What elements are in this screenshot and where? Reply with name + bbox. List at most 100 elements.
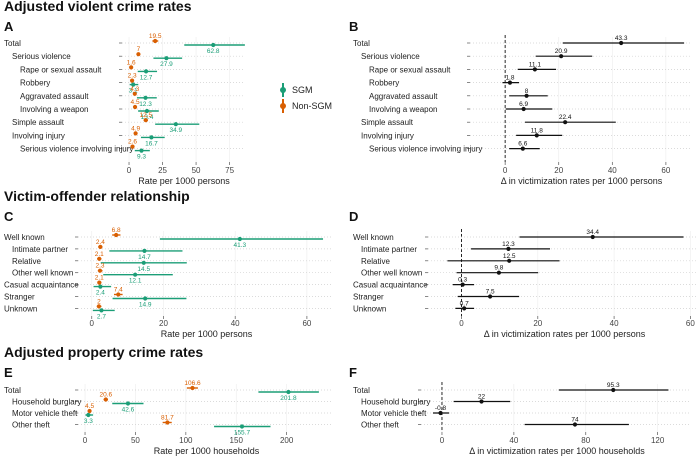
panel-letter: A (4, 19, 14, 34)
point (619, 40, 624, 46)
point (173, 122, 178, 127)
row-label: Intimate partner (361, 245, 417, 254)
row-label: Total (4, 386, 21, 395)
value-label: 74 (571, 417, 579, 424)
point (563, 120, 568, 125)
row-label: Aggravated assault (20, 92, 89, 101)
value-label: 12.5 (503, 253, 516, 260)
row-label: Motor vehicle theft (12, 409, 78, 418)
value-label: 22 (478, 394, 486, 401)
value-label: 1.6 (127, 59, 136, 66)
value-label: 2 (97, 298, 101, 305)
row-label: Stranger (4, 293, 35, 302)
row-label: Involving a weapon (369, 105, 438, 114)
x-tick-label: 50 (192, 166, 201, 175)
x-tick-label: 40 (231, 319, 240, 328)
point (143, 95, 148, 100)
row-label: Total (353, 386, 370, 395)
row-label: Total (4, 39, 21, 48)
point (153, 38, 158, 44)
row-label: Involving injury (361, 131, 414, 140)
point (524, 93, 529, 98)
row-label: Household burglary (361, 398, 430, 407)
value-label: 2.4 (96, 290, 105, 297)
point (165, 420, 170, 425)
value-label: 201.8 (280, 395, 297, 402)
x-tick-label: 0 (83, 436, 88, 445)
row-label: Robbery (20, 79, 50, 88)
point (141, 260, 146, 265)
row-label: Involving a weapon (20, 105, 89, 114)
legend-nonsgm-label: Non-SGM (292, 101, 332, 111)
value-label: 9.8 (494, 265, 503, 272)
point (143, 118, 148, 123)
point (97, 268, 103, 273)
point (190, 385, 195, 391)
point (572, 422, 578, 427)
x-axis-title: Rate per 1000 persons (138, 176, 230, 186)
value-label: 9.3 (137, 154, 146, 161)
row-label: Serious violence (12, 52, 71, 61)
point (237, 236, 242, 242)
value-label: 2.3 (95, 263, 104, 270)
value-label: 12.5 (139, 112, 152, 119)
point (114, 232, 119, 238)
point (103, 397, 108, 402)
row-label: Serious violence involving injury (369, 145, 482, 154)
value-label: 22.4 (559, 114, 572, 121)
x-axis-title: Δ in victimization rates per 1000 househ… (469, 446, 645, 456)
point (239, 424, 245, 429)
value-label: 19.5 (149, 33, 162, 40)
x-tick-label: 0 (90, 319, 95, 328)
value-label: 14.9 (139, 302, 152, 309)
point (534, 133, 539, 138)
x-tick-label: 100 (179, 436, 193, 445)
value-label: 14.5 (137, 266, 150, 273)
point (98, 244, 103, 249)
value-label: 62.8 (207, 48, 220, 55)
value-label: 41.3 (234, 242, 247, 249)
value-label: 4.5 (131, 99, 140, 106)
x-axis-title: Δ in victimization rates per 1000 person… (484, 329, 646, 339)
value-label: 2.1 (95, 275, 104, 282)
x-tick-label: 0 (127, 166, 132, 175)
value-label: 2.7 (97, 313, 106, 320)
value-label: 12.3 (139, 101, 152, 108)
value-label: 20.9 (555, 48, 568, 55)
point (479, 399, 484, 404)
x-tick-label: 0 (459, 319, 464, 328)
point (132, 104, 138, 110)
value-label: 16.7 (145, 140, 158, 147)
point (133, 131, 138, 136)
value-label: 42.6 (122, 407, 135, 414)
panel-d: D Well known Intimate partner Relative Other… (349, 209, 698, 339)
row-label: Unknown (4, 304, 37, 313)
value-label: 3.3 (84, 418, 93, 425)
value-label: 2.6 (128, 139, 137, 146)
x-tick-label: 0 (503, 166, 508, 175)
panel-f: F Total Household burglary Motor vehicle th… (349, 365, 690, 456)
row-label: Involving injury (12, 131, 65, 140)
value-label: 106.6 (184, 380, 201, 387)
x-tick-label: 40 (509, 436, 518, 445)
value-label: 7 (137, 46, 141, 53)
point (98, 284, 103, 289)
point (462, 306, 467, 311)
x-tick-label: 60 (661, 166, 670, 175)
point (211, 42, 216, 48)
panel-a: A Total Serious violence Rape or sexual ass… (4, 19, 245, 186)
point (521, 106, 526, 112)
point (133, 272, 138, 277)
point (144, 108, 150, 114)
panel-letter: F (349, 365, 357, 380)
panel-letter: C (4, 209, 14, 224)
value-label: 2.1 (95, 251, 104, 258)
point (611, 387, 616, 393)
x-tick-label: 200 (280, 436, 294, 445)
row-label: Other well known (361, 269, 422, 278)
row-label: Aggravated assault (369, 92, 438, 101)
point (136, 52, 141, 57)
row-label: Intimate partner (12, 245, 68, 254)
x-tick-label: 60 (686, 319, 695, 328)
